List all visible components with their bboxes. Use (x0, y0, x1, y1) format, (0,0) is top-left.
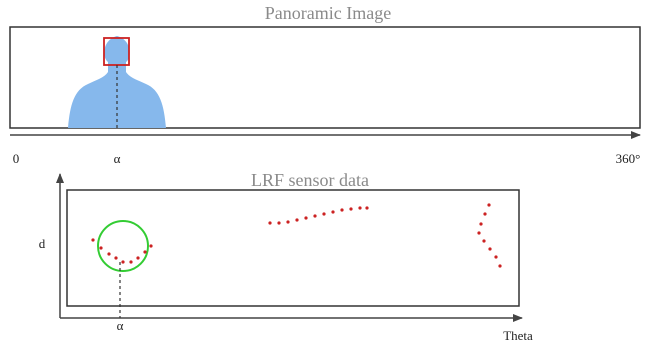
diagram: Panoramic Image 0 α 360° LRF sensor data… (0, 0, 648, 347)
axis-label-end: 360° (616, 151, 641, 166)
panorama-title: Panoramic Image (265, 3, 391, 23)
axis-label-start: 0 (13, 151, 20, 166)
lrf-title: LRF sensor data (251, 170, 369, 190)
lrf-frame (67, 190, 519, 306)
y-axis-label: d (39, 236, 46, 251)
alpha-marker: α (117, 318, 124, 333)
x-axis-label: Theta (503, 328, 533, 343)
axis-label-alpha: α (114, 151, 121, 166)
laser-points (91, 203, 501, 267)
page: Panoramic Image 0 α 360° LRF sensor data… (0, 0, 648, 347)
